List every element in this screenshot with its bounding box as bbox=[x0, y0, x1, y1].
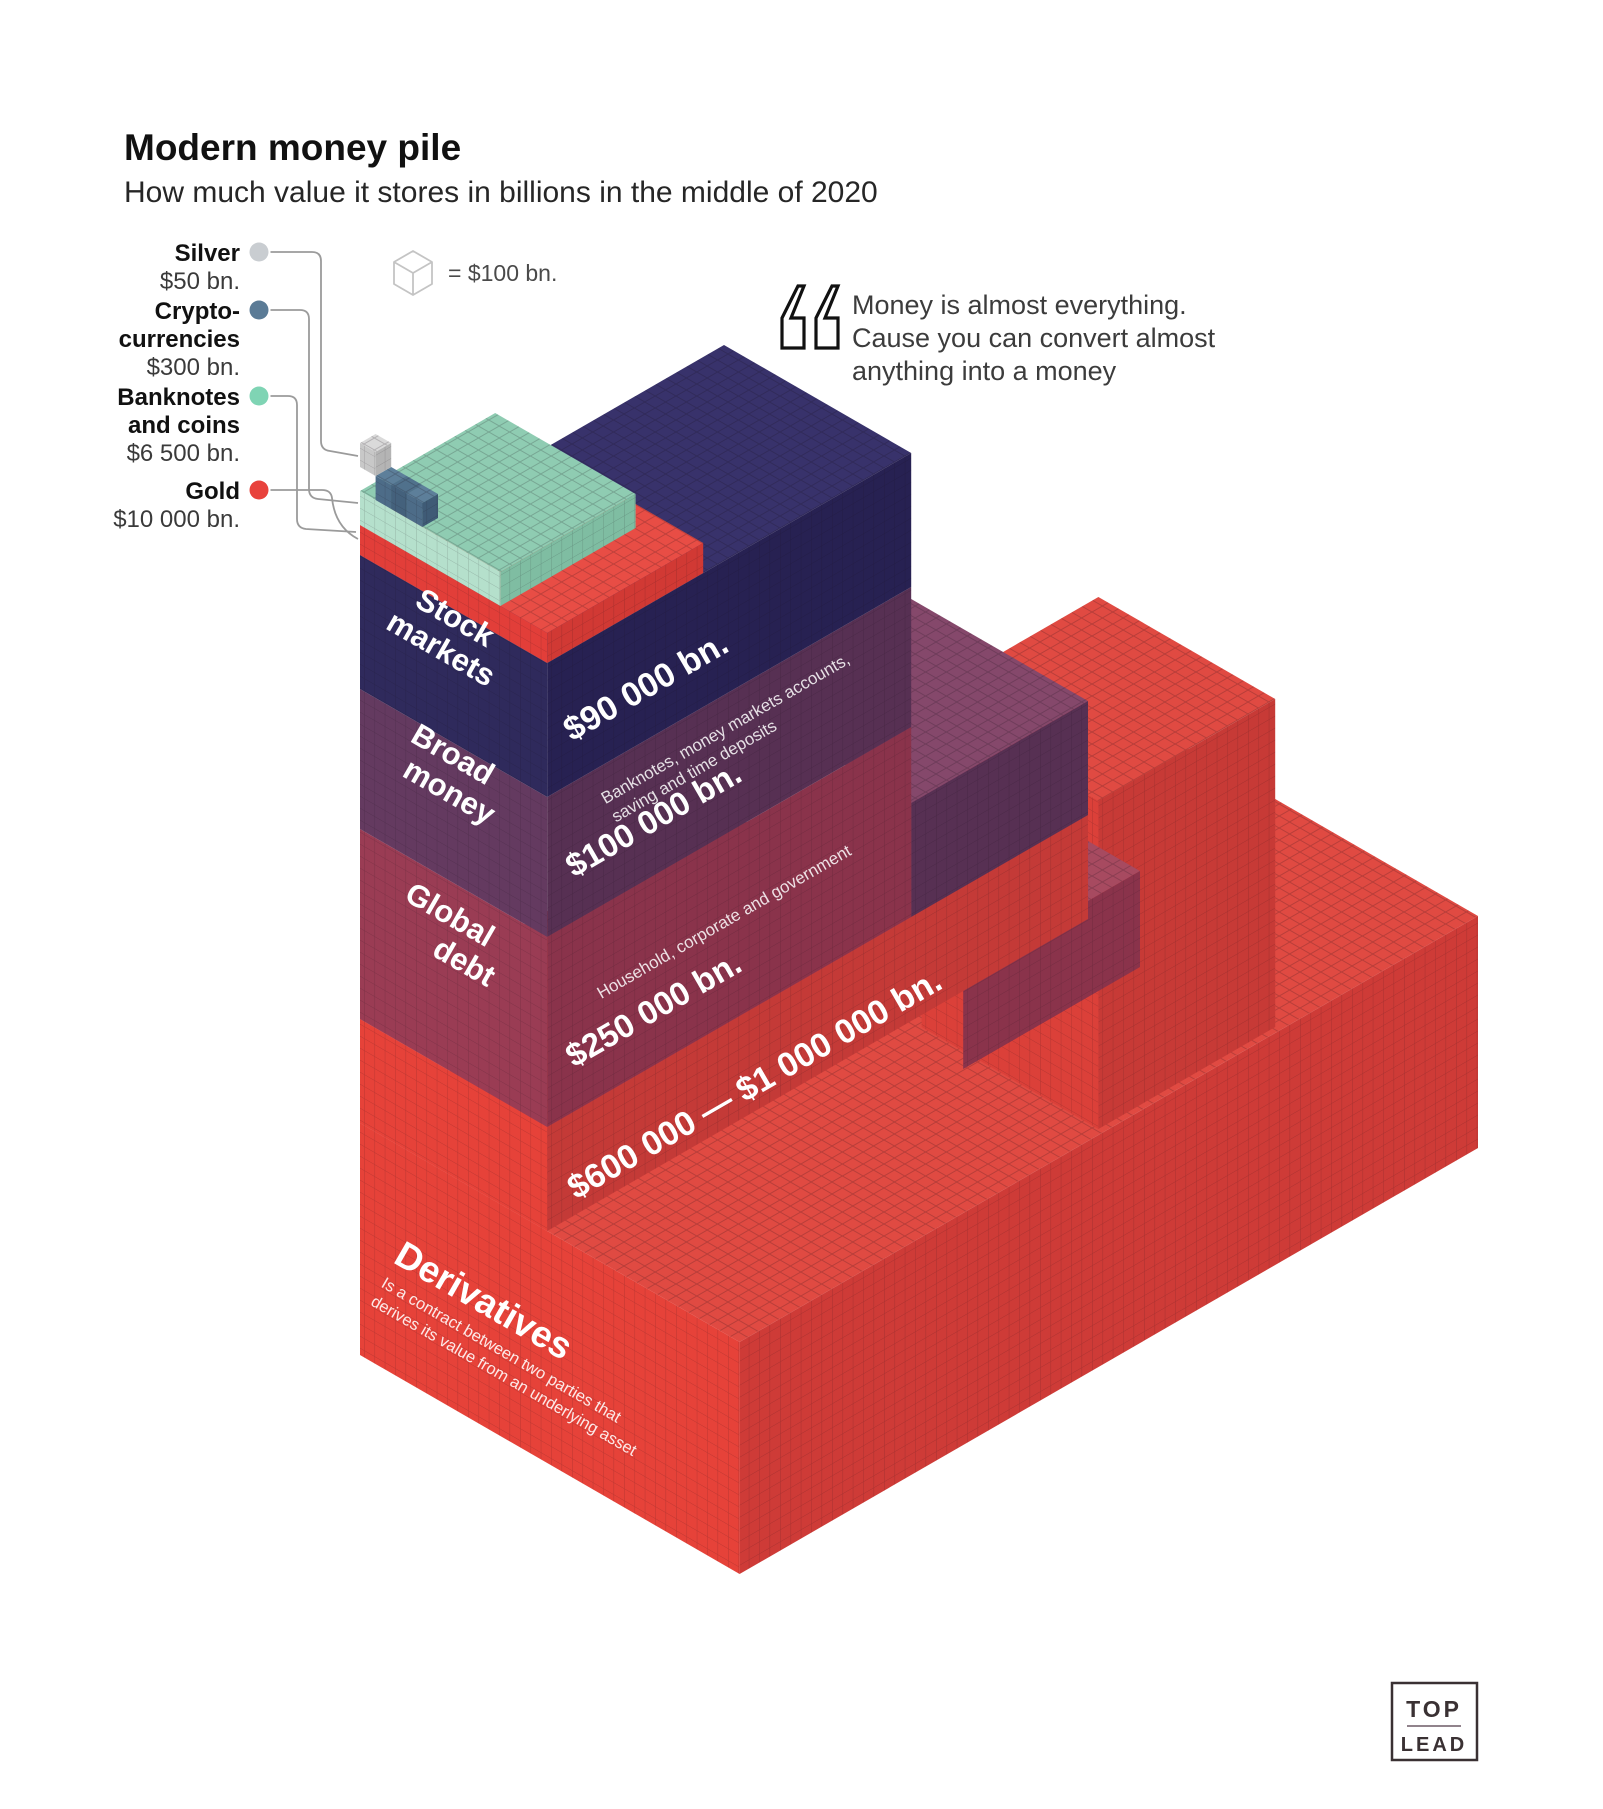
quote-block: Money is almost everything. Cause you ca… bbox=[780, 284, 1216, 386]
banknotes-plate-left-face-grid bbox=[360, 491, 501, 606]
legend-gold-value: $10 000 bn. bbox=[113, 506, 240, 533]
crypto-cube-1-left-face-grid bbox=[375, 476, 392, 509]
legend-item-banknotes: Banknotes and coins $6 500 bn. bbox=[117, 384, 269, 467]
toplead-logo: TOP LEAD bbox=[1390, 1681, 1479, 1762]
legend-item-crypto: Crypto- currencies $300 bn. bbox=[119, 298, 269, 381]
silver-dot bbox=[249, 242, 269, 262]
legend-banknotes-name-2: and coins bbox=[128, 412, 240, 439]
leader-line-silver bbox=[270, 251, 359, 457]
unit-cube-legend: = $100 bn. bbox=[393, 250, 557, 296]
legend-silver-value: $50 bn. bbox=[160, 268, 240, 295]
money-pile-illustration bbox=[360, 345, 1478, 1574]
crypto-cube-3-right-face-grid bbox=[422, 494, 438, 527]
logo-lead: LEAD bbox=[1401, 1734, 1467, 1756]
quote-line-2: Cause you can convert almost bbox=[852, 323, 1216, 353]
derivatives-tier-right-face-grid bbox=[547, 815, 1088, 1231]
legend-crypto-name-2: currencies bbox=[119, 326, 240, 353]
quote-line-1: Money is almost everything. bbox=[852, 290, 1187, 320]
legend-crypto-name-1: Crypto- bbox=[155, 298, 240, 325]
silver-cube-left-face-grid bbox=[360, 443, 376, 476]
silver-cube-right-face-grid bbox=[375, 443, 392, 476]
gold-plate-right-face-grid bbox=[547, 543, 704, 663]
global-debt-right-face-grid bbox=[547, 727, 912, 1127]
crypto-cube-3-left-face-grid bbox=[406, 494, 423, 527]
quote-marks-icon bbox=[780, 284, 841, 350]
banknotes-dot bbox=[249, 386, 269, 406]
logo-frame bbox=[1390, 1681, 1479, 1762]
leader-line-crypto bbox=[270, 309, 359, 504]
banknotes-plate-right-face-grid bbox=[500, 494, 636, 606]
gold-dot bbox=[249, 480, 269, 500]
crypto-dot bbox=[249, 300, 269, 320]
silver-cube-top-face-grid bbox=[360, 434, 392, 452]
legend: Silver $50 bn. Crypto- currencies $300 b… bbox=[113, 240, 359, 540]
legend-item-gold: Gold $10 000 bn. bbox=[113, 478, 269, 533]
crypto-cube-2-left-face-grid bbox=[391, 485, 407, 518]
gold-plate-left-face-grid bbox=[360, 525, 548, 663]
page-subtitle: How much value it stores in billions in … bbox=[124, 176, 878, 209]
legend-leader-lines bbox=[270, 251, 359, 540]
stock-markets-right-face-grid bbox=[547, 453, 912, 797]
banknotes-plate-top-face-grid bbox=[360, 413, 636, 572]
quote-line-3: anything into a money bbox=[852, 356, 1117, 386]
unit-cube-label: = $100 bn. bbox=[448, 260, 557, 286]
crypto-cube-3-top-face-grid bbox=[406, 485, 438, 503]
leader-line-gold bbox=[270, 489, 359, 540]
legend-banknotes-name-1: Banknotes bbox=[117, 384, 240, 411]
cube-icon bbox=[393, 250, 433, 296]
derivatives-tier-left-face-grid bbox=[360, 1019, 548, 1231]
legend-banknotes-value: $6 500 bn. bbox=[127, 440, 240, 467]
derivatives-slab-right-face-grid bbox=[739, 916, 1478, 1574]
derivatives-step-right-face-grid bbox=[1098, 699, 1276, 1129]
global-debt-left-face-grid bbox=[360, 829, 548, 1127]
broad-money-right-face-grid bbox=[547, 587, 912, 937]
stock-markets-left-face-grid bbox=[360, 555, 548, 797]
logo-top: TOP bbox=[1406, 1696, 1462, 1722]
legend-silver-name: Silver bbox=[175, 240, 240, 267]
broad-money-terrace-right-face-grid bbox=[911, 701, 1088, 943]
leader-line-banknotes bbox=[270, 395, 357, 533]
page-title: Modern money pile bbox=[124, 127, 461, 168]
legend-gold-name: Gold bbox=[185, 478, 240, 505]
legend-item-silver: Silver $50 bn. bbox=[160, 240, 269, 295]
global-debt-terrace-right-face-grid bbox=[963, 871, 1140, 1069]
broad-money-left-face-grid bbox=[360, 689, 548, 937]
legend-crypto-value: $300 bn. bbox=[147, 354, 240, 381]
derivatives-slab-left-face-grid bbox=[360, 1123, 740, 1574]
